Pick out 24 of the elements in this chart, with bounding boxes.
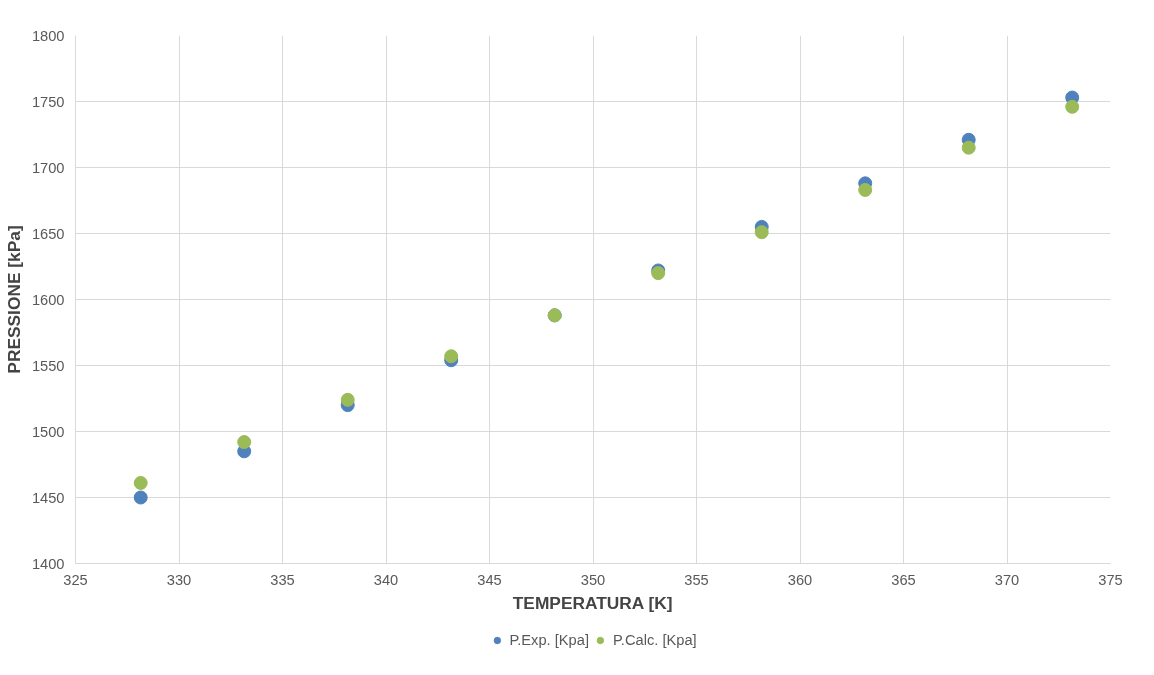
- x-axis-title: TEMPERATURA [K]: [512, 592, 673, 613]
- x-tick-label: 350: [580, 571, 606, 588]
- y-tick-label: 1800: [31, 27, 65, 44]
- x-tick-label: 375: [1098, 571, 1123, 588]
- x-tick-label: 370: [994, 571, 1020, 588]
- legend-label: P.Exp. [Kpa]: [509, 632, 589, 648]
- y-tick-label: 1650: [31, 225, 65, 242]
- y-tick-label: 1450: [31, 489, 65, 506]
- x-tick-label: 355: [684, 571, 709, 588]
- y-tick-label: 1550: [31, 357, 65, 374]
- legend-label: P.Calc. [Kpa]: [612, 632, 697, 648]
- y-axis-title: PRESSIONE [kPa]: [3, 225, 24, 374]
- x-tick-label: 345: [477, 571, 502, 588]
- y-tick-label: 1600: [31, 291, 65, 308]
- y-tick-label: 1500: [31, 423, 65, 440]
- x-tick-label: 335: [270, 571, 295, 588]
- x-tick-label: 365: [891, 571, 916, 588]
- y-tick-label: 1400: [31, 555, 65, 572]
- x-tick-label: 330: [166, 571, 192, 588]
- x-tick-label: 360: [787, 571, 813, 588]
- x-tick-label: 340: [373, 571, 399, 588]
- y-tick-label: 1700: [31, 159, 65, 176]
- x-tick-label: 325: [63, 571, 88, 588]
- y-tick-label: 1750: [31, 93, 65, 110]
